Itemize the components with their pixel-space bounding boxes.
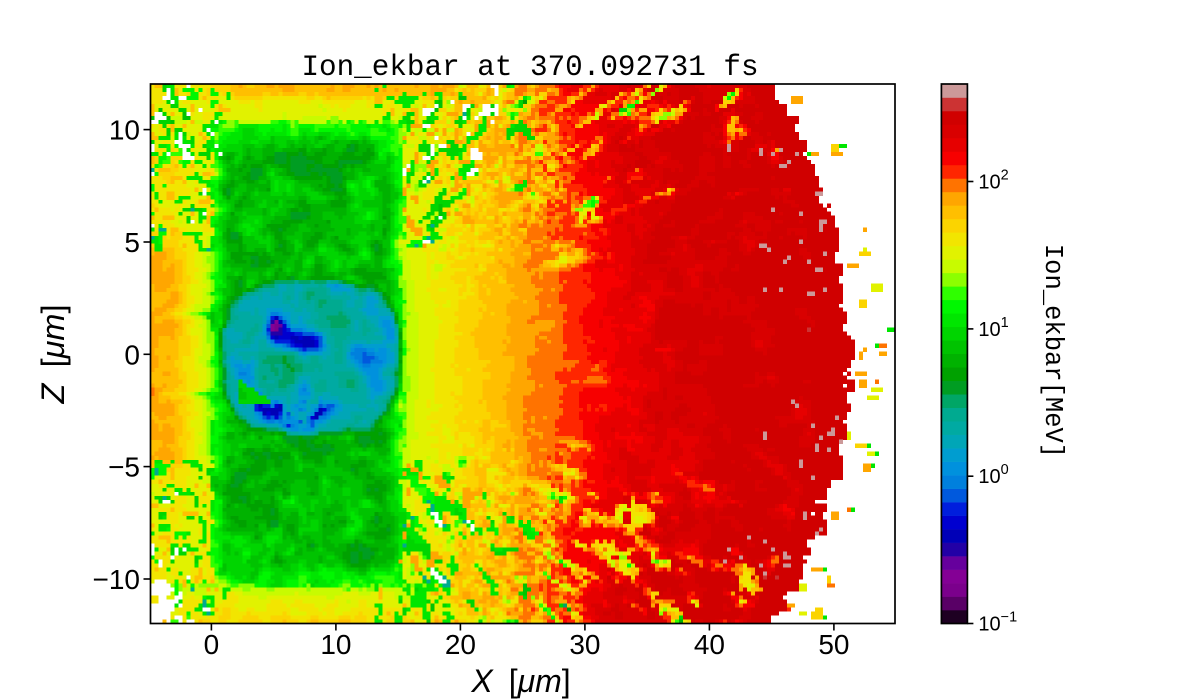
svg-text:20: 20	[445, 629, 476, 660]
svg-text:102: 102	[978, 168, 1008, 194]
svg-text:−5: −5	[108, 452, 140, 483]
svg-text:0: 0	[204, 629, 220, 660]
svg-text:X [μm]: X [μm]	[470, 663, 570, 699]
svg-text:30: 30	[569, 629, 600, 660]
svg-text:Ion_ekbar at 370.092731 fs: Ion_ekbar at 370.092731 fs	[301, 51, 758, 84]
svg-text:Z [μm]: Z [μm]	[35, 304, 71, 404]
svg-text:101: 101	[978, 315, 1008, 341]
svg-text:Ion_ekbar[MeV]: Ion_ekbar[MeV]	[1038, 244, 1067, 458]
svg-text:50: 50	[818, 629, 849, 660]
svg-text:10−1: 10−1	[978, 610, 1017, 636]
svg-text:10: 10	[320, 629, 351, 660]
svg-text:−10: −10	[93, 564, 141, 595]
svg-text:10: 10	[109, 115, 140, 146]
svg-text:100: 100	[978, 462, 1008, 488]
svg-text:0: 0	[124, 339, 140, 370]
svg-text:5: 5	[124, 227, 140, 258]
svg-text:40: 40	[694, 629, 725, 660]
